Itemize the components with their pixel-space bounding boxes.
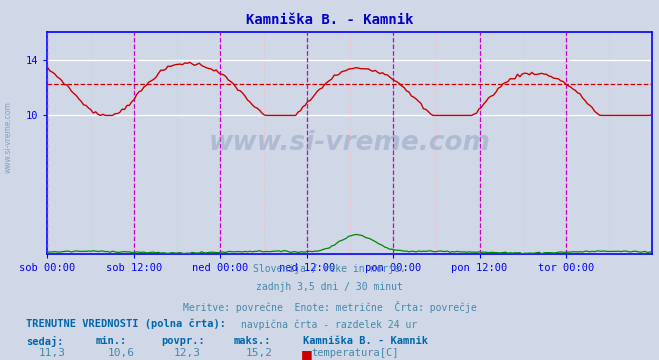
Text: povpr.:: povpr.: xyxy=(161,336,205,346)
Text: Meritve: povrečne  Enote: metrične  Črta: povrečje: Meritve: povrečne Enote: metrične Črta: … xyxy=(183,301,476,313)
Text: 15,2: 15,2 xyxy=(246,348,273,359)
Text: min.:: min.: xyxy=(96,336,127,346)
Text: sedaj:: sedaj: xyxy=(26,336,64,347)
Text: 12,3: 12,3 xyxy=(173,348,200,359)
Text: ■: ■ xyxy=(301,348,312,360)
Text: www.si-vreme.com: www.si-vreme.com xyxy=(209,130,491,156)
Text: 11,3: 11,3 xyxy=(38,348,65,359)
Text: Slovenija / reke in morje.: Slovenija / reke in morje. xyxy=(253,264,406,274)
Text: 10,6: 10,6 xyxy=(107,348,134,359)
Text: maks.:: maks.: xyxy=(234,336,272,346)
Text: Kamniška B. - Kamnik: Kamniška B. - Kamnik xyxy=(303,336,428,346)
Text: www.si-vreme.com: www.si-vreme.com xyxy=(4,101,13,173)
Text: TRENUTNE VREDNOSTI (polna črta):: TRENUTNE VREDNOSTI (polna črta): xyxy=(26,319,226,329)
Text: Kamniška B. - Kamnik: Kamniška B. - Kamnik xyxy=(246,13,413,27)
Text: temperatura[C]: temperatura[C] xyxy=(312,348,399,359)
Text: zadnjh 3,5 dni / 30 minut: zadnjh 3,5 dni / 30 minut xyxy=(256,282,403,292)
Text: navpična črta - razdelek 24 ur: navpična črta - razdelek 24 ur xyxy=(241,320,418,330)
